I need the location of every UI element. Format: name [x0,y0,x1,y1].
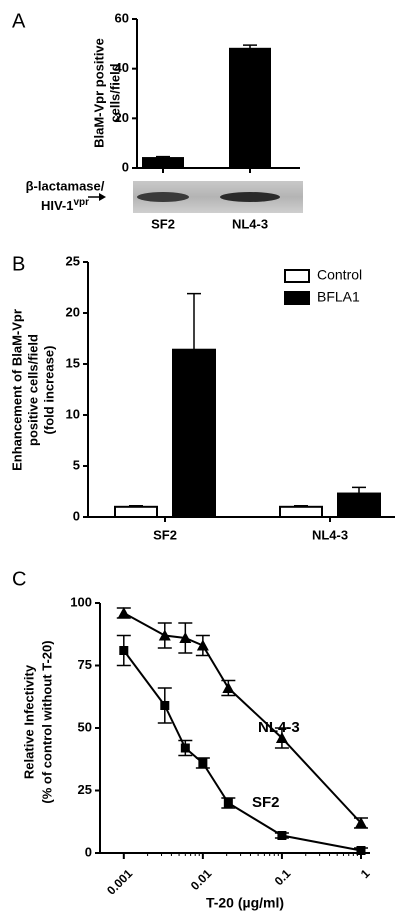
x-tick-label: SF2 [153,527,177,542]
bar [172,348,216,518]
y-axis-label: (fold increase) [41,346,56,435]
x-tick-label: SF2 [151,216,175,231]
y-axis-label: Enhancement of BlaM-Vpr [9,309,24,471]
bar [279,505,323,518]
series-label: NL4-3 [258,719,300,736]
panel-letter: C [12,568,26,590]
bar [337,492,381,519]
series-label: SF2 [252,794,280,811]
y-tick-label: 25 [78,782,92,797]
marker [198,758,208,768]
y-tick-label: 10 [66,406,80,421]
series-line [122,649,362,852]
legend-label: BFLA1 [317,289,360,305]
y-axis-label: cells/field [107,63,122,122]
panel-letter: B [12,253,25,275]
error-bar [187,292,201,350]
bar [229,47,271,169]
y-tick-label: 50 [78,719,92,734]
y-tick-label: 0 [122,159,129,174]
x-tick-label: 0.01 [188,866,215,893]
blot-label: HIV-1vpr [41,197,89,214]
y-tick-label: 60 [115,10,129,25]
blot-label: HIV-1 [41,198,74,213]
y-axis-label: Relative Infectivity [21,664,36,779]
marker [180,743,190,753]
series-line [123,612,362,824]
y-axis-label: BlaM-Vpr positive [91,38,106,148]
x-tick-label: 0.001 [104,866,135,897]
y-axis-label: positive cells/field [25,334,40,446]
y-axis-label: (% of control without T-20) [39,640,54,803]
marker [160,701,170,710]
marker [277,831,287,840]
panel-letter: A [12,10,26,32]
marker [179,632,192,643]
marker [223,798,233,808]
bar [142,157,184,169]
x-axis-label: T-20 (µg/ml) [206,895,284,911]
y-tick-label: 20 [115,110,129,125]
blot-label: β-lactamase/ [26,178,105,193]
marker [275,732,288,743]
marker [356,846,366,855]
y-tick-label: 15 [66,355,80,370]
y-tick-label: 25 [66,253,80,268]
x-tick-label: NL4-3 [232,216,268,231]
marker [196,639,209,651]
blot-band [220,192,280,202]
x-tick-label: 0.1 [272,866,294,888]
blot-label-sup: vpr [73,197,89,208]
blot-arrow-head [99,193,106,201]
legend-label: Control [317,267,362,283]
x-tick-label: 1 [358,866,373,881]
marker [119,646,129,655]
x-tick-label: NL4-3 [312,527,348,542]
marker [117,607,130,618]
marker [158,629,171,641]
bar [114,505,158,518]
legend-swatch [284,291,310,305]
error-bar [352,486,366,494]
marker [354,817,367,828]
y-tick-label: 5 [73,457,80,472]
blot-band [137,192,189,202]
y-tick-label: 0 [73,508,80,523]
y-tick-label: 0 [85,844,92,859]
legend-swatch [284,269,310,283]
y-tick-label: 100 [70,594,92,609]
y-tick-label: 20 [66,304,80,319]
y-tick-label: 75 [78,657,92,672]
y-tick-label: 40 [115,60,129,75]
marker [222,682,235,693]
